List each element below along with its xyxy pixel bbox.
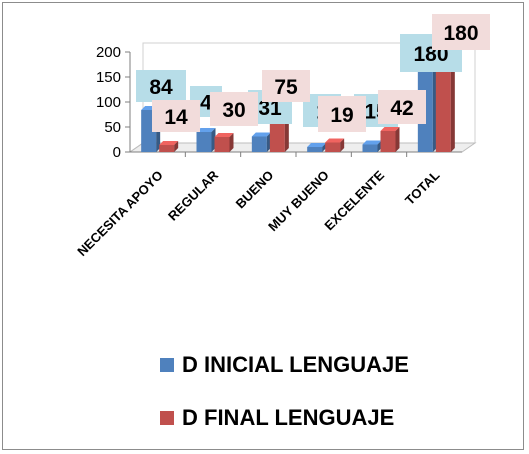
bar-top-d-inicial-lenguaje-regular <box>196 128 216 132</box>
data-label-box-d-final-lenguaje-bueno <box>262 70 310 102</box>
data-label-box-d-final-lenguaje-muy-bueno <box>318 96 366 132</box>
bar-top-d-final-lenguaje-regular <box>214 133 234 137</box>
y-tick-label: 50 <box>104 119 121 136</box>
data-label-d-final-lenguaje-regular: 30 <box>222 99 245 122</box>
data-label-d-inicial-lenguaje-bueno: 31 <box>258 97 282 120</box>
legend-item-d-inicial: D INICIAL LENGUAJE <box>160 352 409 378</box>
legend-label-d-final: D FINAL LENGUAJE <box>182 405 395 430</box>
y-tick-label: 200 <box>96 44 121 61</box>
data-label-box-d-inicial-lenguaje-necesita-apoyo <box>136 70 186 102</box>
bar-top-d-inicial-lenguaje-bueno <box>251 132 271 137</box>
bar-d-final-lenguaje-excelente <box>380 131 396 152</box>
bar-side-d-final-lenguaje-necesita-apoyo <box>174 141 179 152</box>
chart-frame <box>2 2 524 450</box>
bar-top-d-final-lenguaje-muy-bueno <box>325 138 345 143</box>
y-tick-label: 150 <box>96 69 121 86</box>
bar-top-d-final-lenguaje-excelente <box>380 127 400 131</box>
data-label-box-d-final-lenguaje-necesita-apoyo <box>152 100 200 132</box>
legend-swatch-d-inicial <box>160 358 174 372</box>
bar-d-inicial-lenguaje-excelente <box>362 144 378 152</box>
data-label-d-final-lenguaje-excelente: 42 <box>390 97 413 120</box>
bar-top-d-final-lenguaje-necesita-apoyo <box>159 141 179 145</box>
data-label-d-inicial-lenguaje-necesita-apoyo: 84 <box>149 76 173 99</box>
data-label-box-d-final-lenguaje-regular <box>210 92 258 126</box>
x-category-label-total: TOTAL <box>402 167 442 207</box>
bar-side-d-final-lenguaje-total <box>450 58 455 152</box>
bar-side-d-final-lenguaje-muy-bueno <box>340 138 345 152</box>
x-category-label-excelente: EXCELENTE <box>321 167 387 233</box>
y-tick-label: 100 <box>96 94 121 111</box>
bar-top-d-inicial-lenguaje-muy-bueno <box>307 143 327 147</box>
bar-side-d-final-lenguaje-excelente <box>395 127 400 152</box>
data-label-d-inicial-lenguaje-regular: 4 <box>200 92 212 115</box>
bar-d-final-lenguaje-total <box>435 62 451 152</box>
bar-d-inicial-lenguaje-regular <box>196 132 212 152</box>
data-label-d-final-lenguaje-muy-bueno: 19 <box>330 104 353 127</box>
legend-label-d-inicial: D INICIAL LENGUAJE <box>182 352 409 377</box>
data-label-box-d-final-lenguaje-total <box>432 14 490 50</box>
legend-swatch-d-final <box>160 411 174 425</box>
x-category-label-necesita-apoyo: NECESITA APOYO <box>74 168 165 259</box>
side-wall-edge <box>129 142 144 153</box>
data-label-d-final-lenguaje-total: 180 <box>443 22 478 45</box>
x-category-label-regular: REGULAR <box>165 167 221 223</box>
y-tick-label: 0 <box>113 144 121 161</box>
x-category-label-bueno: BUENO <box>233 168 277 212</box>
bar-top-d-inicial-lenguaje-excelente <box>362 140 382 145</box>
data-label-d-final-lenguaje-bueno: 75 <box>274 76 298 99</box>
bar-side-d-final-lenguaje-regular <box>229 133 234 152</box>
data-label-d-final-lenguaje-necesita-apoyo: 14 <box>164 106 188 129</box>
bar-d-final-lenguaje-necesita-apoyo <box>159 145 175 152</box>
legend-item-d-final: D FINAL LENGUAJE <box>160 405 394 431</box>
data-label-box-d-final-lenguaje-excelente <box>378 90 426 124</box>
bar-d-inicial-lenguaje-muy-bueno <box>307 147 323 152</box>
bar-d-final-lenguaje-regular <box>214 137 230 152</box>
bar-d-inicial-lenguaje-bueno <box>251 136 267 152</box>
bar-d-final-lenguaje-muy-bueno <box>325 142 341 152</box>
